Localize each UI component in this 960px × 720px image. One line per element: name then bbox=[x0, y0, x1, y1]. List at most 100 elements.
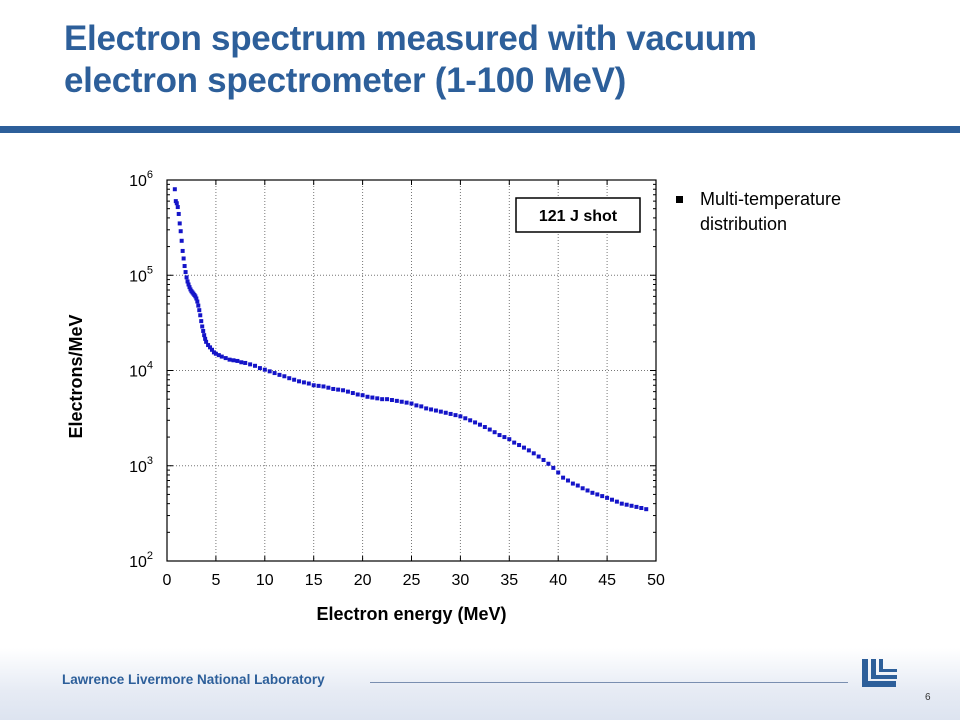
data-point bbox=[541, 457, 546, 462]
data-point bbox=[248, 362, 253, 367]
data-point bbox=[185, 279, 190, 284]
data-point bbox=[385, 397, 390, 402]
data-point bbox=[301, 380, 306, 385]
data-point bbox=[546, 461, 551, 466]
title-rule bbox=[0, 126, 960, 133]
data-point bbox=[419, 404, 424, 409]
data-point bbox=[213, 351, 218, 356]
data-point bbox=[473, 420, 478, 425]
data-point bbox=[199, 319, 204, 324]
data-point bbox=[639, 506, 644, 511]
data-point bbox=[198, 313, 203, 318]
data-point bbox=[561, 475, 566, 480]
data-point bbox=[360, 393, 365, 398]
data-point bbox=[585, 488, 590, 493]
x-tick-label: 30 bbox=[452, 572, 470, 589]
data-point bbox=[208, 345, 213, 350]
data-point bbox=[433, 408, 438, 413]
data-point bbox=[536, 454, 541, 459]
data-point bbox=[443, 410, 448, 415]
data-point bbox=[531, 451, 536, 456]
data-point bbox=[174, 201, 179, 206]
data-point bbox=[184, 275, 189, 280]
data-point bbox=[414, 403, 419, 408]
data-point bbox=[644, 507, 649, 512]
data-point bbox=[204, 339, 209, 344]
data-point bbox=[438, 409, 443, 414]
data-point bbox=[257, 366, 262, 371]
data-point bbox=[183, 270, 188, 275]
data-point bbox=[201, 328, 206, 333]
data-point bbox=[179, 238, 184, 243]
bullet-text: Multi-temperature distribution bbox=[700, 189, 842, 234]
data-point bbox=[316, 383, 321, 388]
x-tick-label: 0 bbox=[163, 572, 172, 589]
data-point bbox=[209, 347, 214, 352]
data-point bbox=[203, 336, 208, 341]
data-point bbox=[609, 497, 614, 502]
data-point bbox=[551, 465, 556, 470]
data-point bbox=[565, 478, 570, 483]
data-point bbox=[482, 425, 487, 430]
data-point bbox=[197, 308, 202, 313]
data-point bbox=[345, 389, 350, 394]
slide-title: Electron spectrum measured with vacuum e… bbox=[64, 19, 757, 100]
y-tick-label: 105 bbox=[129, 264, 153, 285]
data-point bbox=[512, 440, 517, 445]
data-point bbox=[173, 199, 178, 204]
data-point bbox=[182, 264, 187, 269]
data-point bbox=[370, 395, 375, 400]
x-tick-label: 45 bbox=[598, 572, 616, 589]
data-point bbox=[262, 367, 267, 372]
data-point bbox=[331, 386, 336, 391]
data-point bbox=[253, 363, 258, 368]
data-point bbox=[306, 381, 311, 386]
data-point bbox=[219, 354, 224, 359]
data-point bbox=[492, 430, 497, 435]
annotation-box bbox=[515, 197, 641, 233]
data-point bbox=[187, 285, 192, 290]
data-point bbox=[180, 248, 185, 253]
data-point bbox=[526, 448, 531, 453]
data-point bbox=[311, 383, 316, 388]
data-point bbox=[235, 358, 240, 363]
y-tick-label: 106 bbox=[129, 169, 153, 190]
data-point bbox=[595, 492, 600, 497]
data-point bbox=[477, 422, 482, 427]
data-point bbox=[448, 411, 453, 416]
data-point bbox=[177, 221, 182, 226]
data-point bbox=[556, 470, 561, 475]
y-tick-label: 104 bbox=[129, 360, 153, 381]
data-point bbox=[507, 437, 512, 442]
data-point bbox=[287, 376, 292, 381]
data-point bbox=[196, 303, 201, 308]
data-point bbox=[282, 374, 287, 379]
data-point bbox=[355, 392, 360, 397]
footer-divider bbox=[370, 682, 848, 683]
data-point bbox=[227, 357, 232, 362]
data-point bbox=[429, 407, 434, 412]
data-point bbox=[409, 401, 414, 406]
data-point bbox=[200, 324, 205, 329]
data-point bbox=[463, 416, 468, 421]
data-point bbox=[176, 211, 181, 216]
data-point bbox=[336, 387, 341, 392]
x-tick-label: 40 bbox=[549, 572, 567, 589]
y-axis-label: Electrons/MeV bbox=[66, 314, 86, 438]
data-point bbox=[521, 445, 526, 450]
data-point bbox=[619, 501, 624, 506]
data-point bbox=[394, 398, 399, 403]
data-point bbox=[404, 400, 409, 405]
data-point bbox=[399, 399, 404, 404]
data-point bbox=[239, 360, 244, 365]
data-point bbox=[502, 435, 507, 440]
data-point bbox=[517, 443, 522, 448]
llnl-logo-icon bbox=[862, 659, 897, 687]
data-point bbox=[600, 494, 605, 499]
data-point bbox=[277, 372, 282, 377]
x-axis-label: Electron energy (MeV) bbox=[316, 604, 506, 624]
data-point bbox=[424, 406, 429, 411]
x-tick-label: 20 bbox=[354, 572, 372, 589]
data-point bbox=[193, 294, 198, 299]
